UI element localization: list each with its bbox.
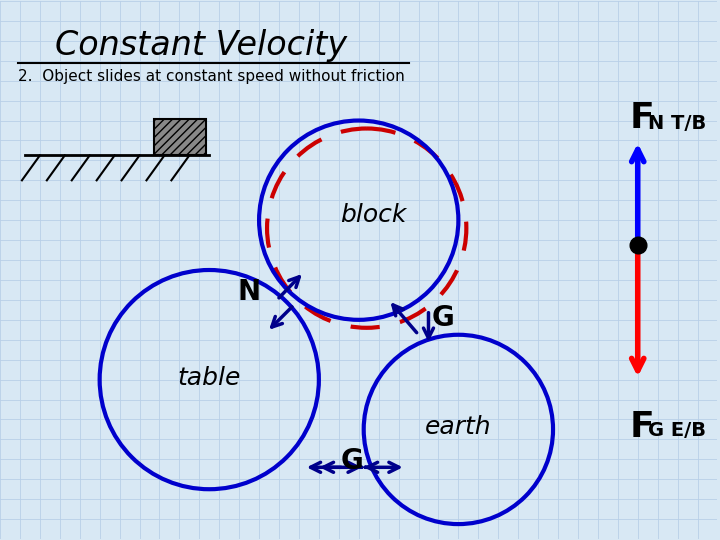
Text: N T/B: N T/B	[648, 113, 706, 132]
Text: table: table	[178, 366, 241, 390]
Text: G: G	[341, 447, 363, 475]
Text: block: block	[341, 203, 407, 227]
Text: earth: earth	[425, 415, 492, 440]
Text: G E/B: G E/B	[648, 421, 706, 441]
Text: 2.  Object slides at constant speed without friction: 2. Object slides at constant speed witho…	[18, 69, 405, 84]
Text: N: N	[238, 278, 261, 306]
Text: G: G	[432, 304, 455, 332]
Bar	[155, 119, 206, 156]
Text: F: F	[630, 100, 654, 134]
Text: F: F	[630, 409, 654, 443]
Text: Constant Velocity: Constant Velocity	[55, 29, 347, 62]
